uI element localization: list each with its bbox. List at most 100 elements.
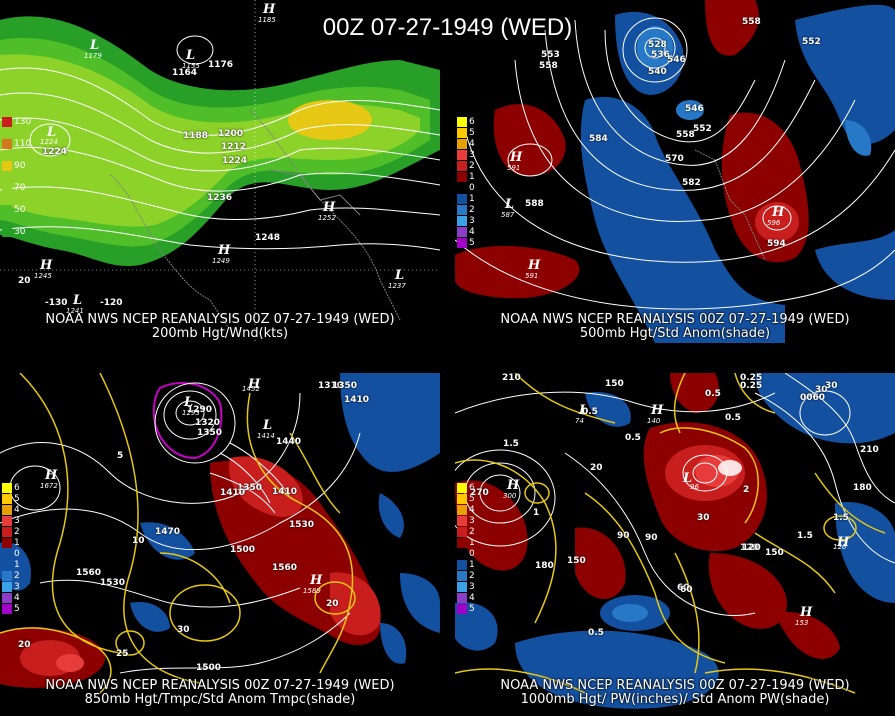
center-value: 1237 — [388, 282, 406, 290]
legend-label: 0 — [14, 549, 20, 559]
pw-label: 1.5 — [797, 531, 813, 541]
center-value: 591 — [525, 272, 539, 280]
high-center: H — [310, 573, 323, 588]
contour-label: 150 — [765, 548, 784, 558]
center-value: 140 — [647, 417, 661, 425]
legend-swatch — [2, 161, 12, 171]
panel-1000mb: 6 5 4 3 2 1 0 1 2 3 4 5 150 210 180 150 … — [455, 373, 895, 716]
legend-label: 5 — [469, 604, 475, 614]
legend-swatch — [457, 527, 467, 537]
legend-label: 70 — [14, 183, 26, 193]
legend-label: 2 — [469, 571, 475, 581]
legend-label: 1 — [469, 172, 475, 182]
contour-label: 1560 — [76, 568, 102, 578]
pw-label: 0.5 — [588, 628, 604, 638]
legend-label: 30 — [14, 227, 26, 237]
contour-label: 20 — [590, 463, 603, 473]
low-center: L — [184, 395, 194, 410]
legend-label: 6 — [469, 483, 475, 493]
contour-label: 90 — [617, 531, 630, 541]
contour-label: 1236 — [207, 193, 233, 203]
legend-swatch — [2, 593, 12, 603]
panel-subcaption: 850mb Hgt/Tmpc/Std Anom Tmpc(shade) — [84, 692, 356, 707]
center-value: 153 — [795, 619, 809, 627]
center-value: 1293 — [182, 409, 200, 417]
center-value: 1249 — [212, 257, 230, 265]
legend-label: 5 — [469, 238, 475, 248]
contour-label: 558 — [742, 17, 761, 27]
legend-label: 4 — [469, 593, 475, 603]
contour-label: 528 — [648, 40, 667, 50]
legend-label: 4 — [14, 593, 20, 603]
contour-label: 552 — [693, 124, 712, 134]
contour-label: 1188 — [183, 131, 209, 141]
contour-label: 30 — [815, 385, 828, 395]
legend-swatch — [457, 238, 467, 248]
high-center: H — [45, 468, 58, 483]
high-center: H — [507, 478, 520, 493]
contour-label: 1310 — [318, 381, 344, 391]
legend-swatch — [457, 128, 467, 138]
pw-label: 0.5 — [705, 389, 721, 399]
center-value: 74 — [575, 417, 584, 425]
low-center: L — [395, 268, 405, 283]
center-value: 587 — [501, 211, 515, 219]
panel-caption: NOAA NWS NCEP REANALYSIS 00Z 07-27-1949 … — [45, 678, 395, 693]
contour-label: 270 — [470, 488, 489, 498]
high-center: H — [40, 258, 53, 273]
high-center: H — [248, 377, 261, 392]
center-value: 1241 — [66, 307, 84, 315]
contour-label: 30 — [825, 381, 838, 391]
center-value: 1179 — [84, 52, 102, 60]
legend-label: 2 — [469, 205, 475, 215]
contour-label: 1200 — [218, 129, 244, 139]
center-value: 1414 — [257, 432, 275, 440]
legend-label: 4 — [14, 505, 20, 515]
contour-label: 570 — [665, 154, 684, 164]
legend-swatch — [2, 117, 12, 127]
low-center: L — [263, 418, 273, 433]
high-center: H — [263, 2, 276, 17]
legend-swatch — [457, 538, 467, 548]
contour-label: 1212 — [221, 142, 247, 152]
contour-label: 1320 — [195, 418, 221, 428]
contour-label: 1350 — [332, 381, 358, 391]
center-value: 1245 — [34, 272, 52, 280]
temp-label: 20 — [18, 640, 31, 650]
legend-label: 3 — [469, 216, 475, 226]
legend-swatch — [457, 205, 467, 215]
contour-label: 1410 — [220, 488, 246, 498]
high-center: H — [800, 605, 813, 620]
legend-label: 1 — [469, 560, 475, 570]
contour-label: 1500 — [196, 663, 222, 673]
legend-swatch — [457, 194, 467, 204]
legend-label: 3 — [14, 582, 20, 592]
panel-caption: NOAA NWS NCEP REANALYSIS 00Z 07-27-1949 … — [500, 312, 850, 327]
high-center: H — [528, 258, 541, 273]
legend-swatch — [2, 505, 12, 515]
legend-swatch — [457, 227, 467, 237]
legend-label: 2 — [14, 571, 20, 581]
contour-label: 536 — [651, 50, 670, 60]
legend-label: 110 — [14, 139, 32, 149]
panel-subcaption: 200mb Hgt/Wnd(kts) — [151, 326, 289, 341]
pw-label: 1.5 — [833, 513, 849, 523]
low-center: L — [73, 293, 83, 308]
legend-swatch — [457, 582, 467, 592]
contour-label: 558 — [676, 130, 695, 140]
panel-200mb-map — [0, 0, 440, 343]
legend-label: 2 — [469, 161, 475, 171]
temp-label: 20 — [326, 599, 339, 609]
contour-label: 584 — [589, 134, 608, 144]
temp-label: 5 — [117, 451, 124, 461]
panel-200mb: 130 110 90 70 50 30 1176 1164 1188 1200 … — [0, 0, 440, 343]
high-center: H — [510, 150, 523, 165]
contour-label: 1500 — [230, 545, 256, 555]
legend-swatch — [457, 604, 467, 614]
legend-label: 3 — [14, 516, 20, 526]
contour-label: 540 — [648, 67, 667, 77]
legend-swatch — [2, 494, 12, 504]
contour-label: 1410 — [344, 395, 370, 405]
legend-swatch — [2, 183, 12, 193]
center-value: 1452 — [242, 385, 260, 393]
